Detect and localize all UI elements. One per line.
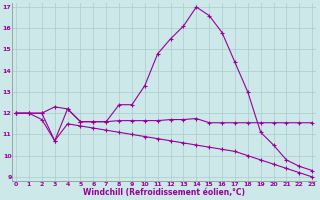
X-axis label: Windchill (Refroidissement éolien,°C): Windchill (Refroidissement éolien,°C)	[83, 188, 245, 197]
